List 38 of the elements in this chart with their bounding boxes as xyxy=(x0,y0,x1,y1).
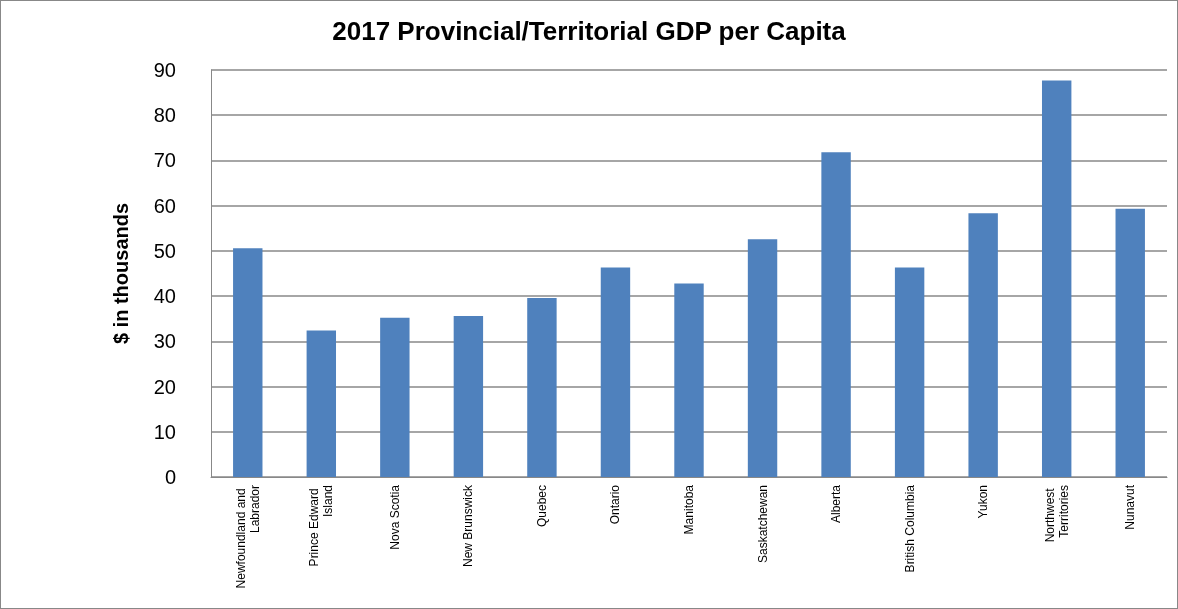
y-axis-title: $ in thousands xyxy=(110,202,132,345)
y-tick-label: 50 xyxy=(153,239,176,262)
chart-title: 2017 Provincial/Territorial GDP per Capita xyxy=(332,16,847,46)
y-tick-label: 20 xyxy=(153,375,176,398)
y-tick-label: 40 xyxy=(153,285,176,308)
y-tick-label: 80 xyxy=(153,104,176,127)
bar xyxy=(821,152,851,477)
x-tick-label: Saskatchewan xyxy=(755,485,770,564)
x-tick-label: Prince Edward Island xyxy=(307,485,336,567)
bar xyxy=(968,213,998,477)
y-tick-label: 30 xyxy=(153,330,176,353)
bar xyxy=(1041,80,1072,477)
x-tick-label: Alberta xyxy=(829,484,844,524)
bar xyxy=(674,283,704,477)
y-tick-label: 60 xyxy=(153,194,176,217)
x-tick-label: Newfoundland and Labrador xyxy=(233,485,262,589)
x-tick-label: Manitoba xyxy=(682,484,696,535)
y-tick-label: 0 xyxy=(164,466,176,488)
bar xyxy=(600,267,631,477)
x-tick-label: Nova Scotia xyxy=(387,484,402,550)
x-tick-label: New Brunswick xyxy=(461,484,476,568)
bar xyxy=(453,316,484,477)
y-tick-label: 90 xyxy=(153,59,176,81)
x-tick-label: Yukon xyxy=(976,485,991,519)
x-tick-label: Quebec xyxy=(534,485,549,528)
bar xyxy=(747,239,778,477)
bar xyxy=(527,297,557,477)
x-tick-label: Ontario xyxy=(608,484,623,525)
y-tick-label: 70 xyxy=(153,149,176,172)
bar xyxy=(894,267,925,477)
bar xyxy=(1115,208,1145,477)
x-tick-label: Nunavut xyxy=(1123,484,1138,530)
bar xyxy=(380,317,410,477)
bar xyxy=(233,248,263,477)
y-tick-label: 10 xyxy=(153,420,176,443)
x-tick-label: Northwest Territories xyxy=(1042,485,1071,543)
bar xyxy=(306,330,337,477)
x-tick-label: British Columbia xyxy=(902,484,917,573)
